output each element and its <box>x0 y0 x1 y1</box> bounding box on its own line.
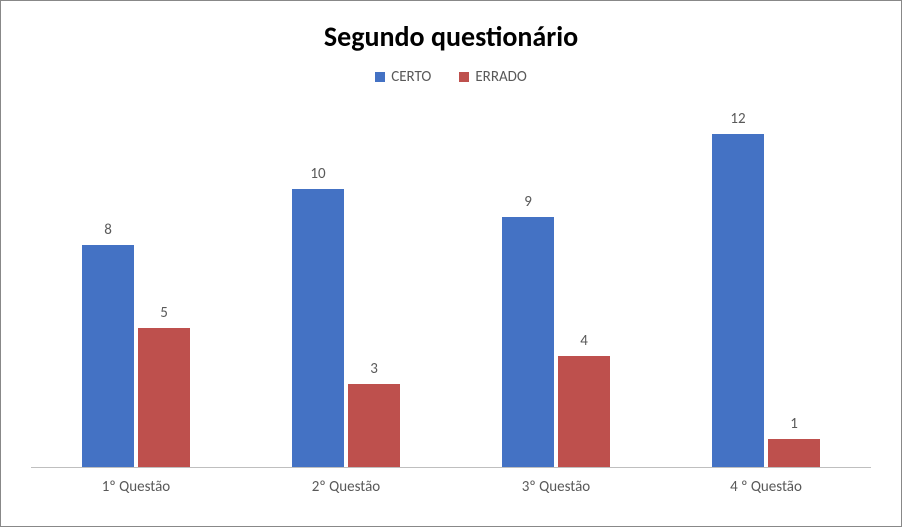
legend-item-errado: ERRADO <box>459 68 526 86</box>
bar <box>502 217 554 467</box>
bar-value-label: 5 <box>160 304 168 322</box>
bar-value-label: 12 <box>730 110 745 128</box>
legend-label-certo: CERTO <box>391 68 431 86</box>
bar-group: 10 3 <box>241 106 451 467</box>
legend-label-errado: ERRADO <box>475 68 526 86</box>
bar-group: 94 <box>451 106 661 467</box>
legend-swatch-certo <box>375 72 385 82</box>
legend-item-certo: CERTO <box>375 68 431 86</box>
bar-value-label: 4 <box>580 332 588 350</box>
bar-value-label: 1 <box>790 415 798 433</box>
bar-value-label: 9 <box>524 193 532 211</box>
bar-group: 85 <box>31 106 241 467</box>
bar-value-label: 8 <box>104 221 112 239</box>
bar <box>712 134 764 467</box>
bar-wrap: 12 <box>712 106 764 467</box>
bar-wrap: 1 <box>768 106 820 467</box>
bar <box>292 189 344 467</box>
bar-wrap: 5 <box>138 106 190 467</box>
bar <box>348 384 400 467</box>
bar-wrap: 4 <box>558 106 610 467</box>
x-axis-label: 1º Questão <box>31 478 241 496</box>
bar-value-label: 10 <box>310 165 325 183</box>
bar <box>768 439 820 467</box>
x-axis-label: 2º Questão <box>241 478 451 496</box>
bar <box>138 328 190 467</box>
x-axis-label: 3º Questão <box>451 478 661 496</box>
legend-swatch-errado <box>459 72 469 82</box>
x-axis: 1º Questão2º Questão3º Questão4 º Questã… <box>31 478 871 496</box>
chart-title: Segundo questionário <box>31 19 871 54</box>
bar <box>558 356 610 467</box>
bar-wrap: 10 <box>292 106 344 467</box>
bar-value-label: 3 <box>370 360 378 378</box>
chart-container: Segundo questionário CERTO ERRADO 851039… <box>0 0 902 527</box>
x-axis-label: 4 º Questão <box>661 478 871 496</box>
bar <box>82 245 134 467</box>
plot-area: 8510394121 <box>31 106 871 468</box>
bar-group: 12 1 <box>661 106 871 467</box>
bar-wrap: 8 <box>82 106 134 467</box>
bar-wrap: 9 <box>502 106 554 467</box>
bar-wrap: 3 <box>348 106 400 467</box>
legend: CERTO ERRADO <box>31 68 871 86</box>
